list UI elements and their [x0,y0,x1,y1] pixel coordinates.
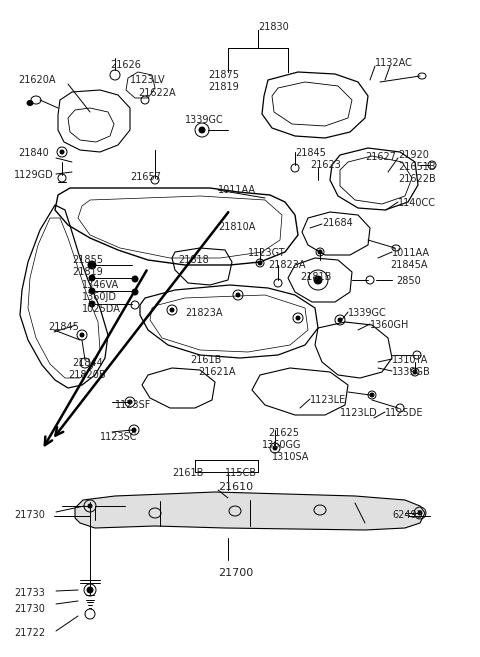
Ellipse shape [296,316,300,320]
Text: 21818: 21818 [178,255,209,265]
Ellipse shape [370,393,374,397]
Text: 21920: 21920 [398,150,429,160]
Text: 2850: 2850 [396,276,421,286]
Text: 115CB: 115CB [225,468,257,478]
Text: 21700: 21700 [218,568,253,578]
Text: 21623: 21623 [310,160,341,170]
Ellipse shape [273,446,277,450]
Text: 1360JD: 1360JD [82,292,117,302]
Ellipse shape [89,288,95,294]
Text: 21730: 21730 [14,510,45,520]
Text: 1123SF: 1123SF [115,400,151,410]
Ellipse shape [60,150,64,154]
Text: 1125DE: 1125DE [385,408,423,418]
Text: 1123LE: 1123LE [310,395,346,405]
Text: 21820B: 21820B [68,370,106,380]
Text: 62493: 62493 [392,510,423,520]
Text: 21626: 21626 [110,60,141,70]
Text: 1025DA: 1025DA [82,304,121,314]
Text: 21722: 21722 [14,628,45,638]
Text: 21810A: 21810A [218,222,255,232]
Text: 2181B: 2181B [300,272,331,282]
Ellipse shape [89,275,95,281]
Text: 1310TA: 1310TA [392,355,428,365]
Text: 1140CC: 1140CC [398,198,436,208]
Text: 1339GC: 1339GC [185,115,224,125]
Text: 21819: 21819 [72,267,103,277]
Text: 1339GB: 1339GB [392,367,431,377]
Text: 21651B: 21651B [398,162,436,172]
Text: 21855: 21855 [72,255,103,265]
Ellipse shape [132,276,138,282]
Text: 1360GG: 1360GG [262,440,301,450]
Text: 1360GH: 1360GH [370,320,409,330]
Text: 21830: 21830 [258,22,289,32]
Text: 21627: 21627 [365,152,396,162]
Ellipse shape [318,250,322,254]
Text: 21875: 21875 [208,70,239,80]
Ellipse shape [87,587,93,593]
Text: 21845: 21845 [295,148,326,158]
Ellipse shape [27,101,33,106]
Ellipse shape [236,293,240,297]
Polygon shape [75,492,425,530]
Text: 21610: 21610 [218,482,253,492]
Ellipse shape [89,301,95,307]
Ellipse shape [418,511,422,515]
Ellipse shape [132,428,136,432]
Text: 21657: 21657 [130,172,161,182]
Text: 21823A: 21823A [185,308,223,318]
Text: 21730: 21730 [14,604,45,614]
Text: 21845: 21845 [48,322,79,332]
Text: 21621A: 21621A [198,367,236,377]
Ellipse shape [338,318,342,322]
Ellipse shape [258,261,262,265]
Text: 1123GT: 1123GT [248,248,286,258]
Text: 1132AC: 1132AC [375,58,413,68]
Ellipse shape [128,400,132,404]
Ellipse shape [199,127,205,133]
Text: 1123LV: 1123LV [130,75,166,85]
Text: 21819: 21819 [208,82,239,92]
Text: 1129GD: 1129GD [14,170,54,180]
Text: 21733: 21733 [14,588,45,598]
Text: 1123SC: 1123SC [100,432,137,442]
Text: 21840: 21840 [18,148,49,158]
Text: 1346VA: 1346VA [82,280,119,290]
Text: 21622A: 21622A [138,88,176,98]
Text: 21684: 21684 [322,218,353,228]
Text: 1011AA: 1011AA [218,185,256,195]
Text: 2161B: 2161B [172,468,204,478]
Ellipse shape [314,276,322,284]
Text: 21620A: 21620A [18,75,56,85]
Ellipse shape [88,504,92,508]
Ellipse shape [413,370,417,374]
Text: 21844: 21844 [72,358,103,368]
Text: 1011AA: 1011AA [392,248,430,258]
Text: 21625: 21625 [268,428,299,438]
Text: 1339GC: 1339GC [348,308,387,318]
Ellipse shape [170,308,174,312]
Text: 2161B: 2161B [190,355,221,365]
Text: 1123LD: 1123LD [340,408,378,418]
Ellipse shape [88,261,96,269]
Ellipse shape [132,289,138,295]
Ellipse shape [80,333,84,337]
Text: 21845A: 21845A [390,260,428,270]
Text: 21823A: 21823A [268,260,305,270]
Text: 1310SA: 1310SA [272,452,310,462]
Text: 21622B: 21622B [398,174,436,184]
